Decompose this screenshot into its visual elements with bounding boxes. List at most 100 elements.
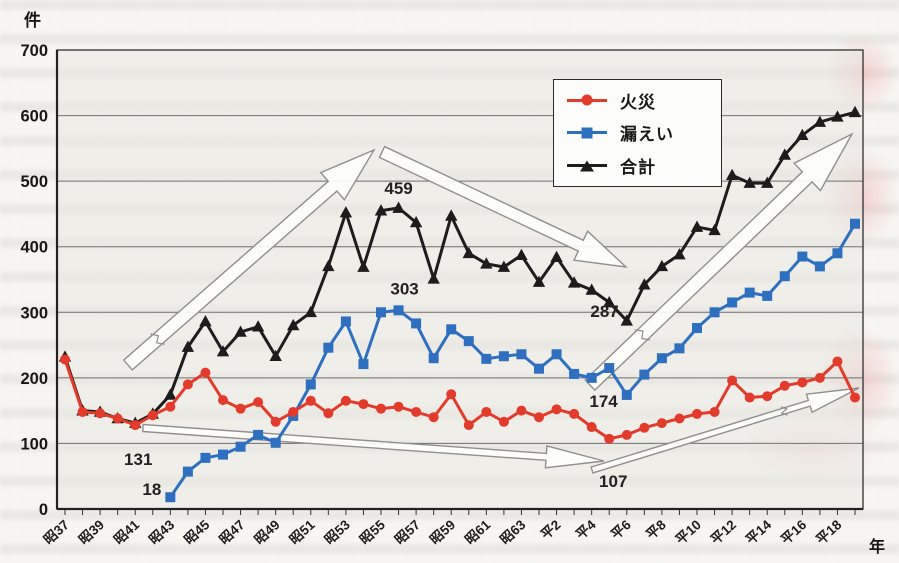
data-point-circle: [376, 403, 386, 414]
data-point-circle: [340, 395, 351, 406]
data-point-triangle: [199, 314, 212, 327]
data-point-circle: [235, 403, 246, 414]
data-point-square: [463, 336, 474, 347]
y-tick-label: 600: [20, 108, 48, 126]
data-point-circle: [534, 412, 544, 423]
data-point-triangle: [392, 201, 405, 213]
data-point-circle: [305, 395, 316, 406]
data-point-circle: [112, 413, 123, 424]
data-point-circle: [147, 410, 158, 421]
data-point-circle: [130, 420, 141, 431]
data-point-circle: [182, 379, 193, 390]
x-tick-label: 昭55: [357, 517, 389, 548]
data-point-circle: [411, 406, 422, 417]
data-point-circle: [288, 406, 299, 417]
data-point-square: [340, 316, 351, 327]
data-point-circle: [814, 372, 825, 383]
data-point-circle: [60, 354, 70, 365]
x-tick-label: 平2: [538, 517, 564, 542]
data-point-circle: [253, 397, 264, 408]
data-point-circle: [516, 405, 527, 416]
trend-arrow: [122, 148, 376, 371]
x-tick-label: 平10: [673, 517, 704, 547]
data-point-square: [639, 369, 650, 380]
data-point-square: [411, 318, 422, 329]
series-fire: [60, 354, 860, 444]
data-point-square: [727, 297, 738, 308]
data-point-triangle: [725, 168, 739, 181]
data-point-circle: [428, 412, 439, 423]
series-leak: [165, 218, 860, 503]
data-point-square: [569, 368, 580, 379]
data-point-triangle: [445, 209, 458, 221]
data-point-square: [656, 353, 667, 364]
data-point-circle: [569, 408, 580, 419]
data-point-circle: [95, 408, 106, 419]
data-point-triangle: [638, 278, 651, 290]
axes: [55, 49, 864, 511]
data-point-square: [762, 290, 773, 301]
plot-area: [57, 50, 863, 509]
x-tick-label: 昭41: [111, 517, 143, 548]
x-tick-label: 昭43: [146, 517, 178, 548]
data-point-circle: [692, 408, 702, 419]
data-label-287: 287: [590, 302, 618, 321]
data-point-triangle: [374, 204, 388, 216]
legend-item-total: 合計: [567, 153, 721, 178]
x-tick-label: 昭45: [181, 517, 213, 548]
data-label-18: 18: [142, 480, 161, 499]
x-tick-label: 昭37: [41, 517, 72, 547]
data-point-square: [621, 389, 632, 400]
data-point-square: [850, 218, 860, 229]
data-point-circle: [481, 406, 492, 417]
y-tick-label: 300: [20, 304, 48, 322]
data-point-circle: [463, 420, 474, 431]
data-point-square: [692, 323, 702, 334]
data-point-triangle: [690, 220, 704, 232]
trend-arrow-break: [150, 333, 165, 345]
data-point-square: [305, 379, 316, 390]
data-point-square: [516, 349, 527, 360]
data-point-triangle: [304, 305, 317, 318]
x-tick-label: 昭51: [287, 517, 319, 548]
legend-label-fire: 火災: [620, 92, 656, 112]
data-point-square: [393, 305, 404, 316]
data-point-square: [709, 307, 720, 318]
data-label-174: 174: [589, 392, 618, 411]
legend-item-leak: 漏えい: [567, 120, 721, 145]
x-tick-label: 昭63: [497, 517, 529, 548]
trend-arrow: [584, 132, 854, 392]
data-point-square: [534, 363, 544, 374]
data-point-circle: [621, 429, 632, 440]
data-point-circle: [77, 406, 88, 417]
data-point-triangle: [427, 272, 440, 284]
data-label-107: 107: [599, 472, 627, 491]
data-point-circle: [551, 404, 562, 415]
data-point-circle: [674, 413, 685, 424]
data-point-circle: [850, 392, 860, 403]
data-point-circle: [358, 399, 369, 410]
x-tick-label: 平12: [708, 517, 739, 547]
data-point-circle: [270, 416, 281, 427]
legend-item-fire: 火災: [567, 88, 721, 113]
data-point-triangle: [532, 275, 546, 287]
x-tick-label: 昭49: [251, 517, 282, 547]
y-tick-label: 100: [20, 435, 48, 453]
data-label-303: 303: [390, 279, 418, 298]
data-point-circle: [446, 389, 457, 400]
y-tick-label: 0: [39, 501, 48, 519]
data-point-square: [797, 251, 808, 262]
data-point-circle: [832, 356, 843, 367]
data-point-triangle: [216, 345, 230, 357]
data-point-triangle: [181, 340, 195, 352]
trend-arrows: [122, 132, 860, 474]
data-point-triangle: [655, 259, 669, 272]
data-point-triangle: [234, 325, 247, 337]
data-point-square: [270, 437, 281, 448]
data-point-triangle: [743, 176, 756, 188]
y-tick-label: 200: [20, 370, 48, 388]
y-axis-unit-label: 件: [24, 11, 41, 30]
data-point-square: [481, 353, 492, 364]
